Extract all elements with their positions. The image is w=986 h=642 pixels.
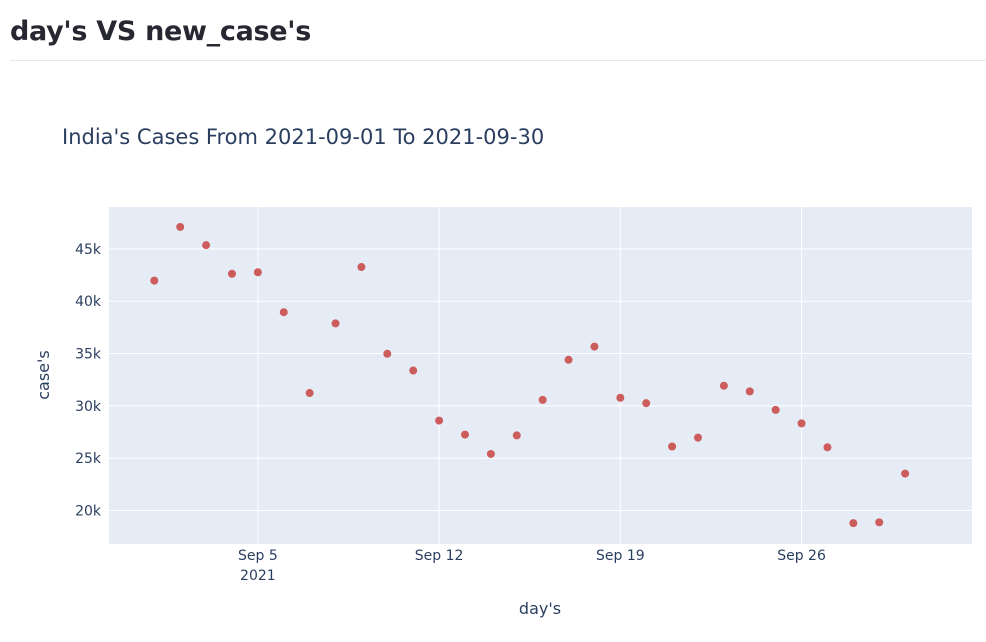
x-tick-label: Sep 19: [596, 548, 645, 564]
y-tick-label: 40k: [75, 294, 102, 310]
data-point: [771, 405, 780, 414]
data-point: [590, 342, 599, 351]
data-point: [668, 442, 677, 451]
data-points: [150, 222, 910, 528]
data-point: [279, 308, 288, 317]
y-tick-label: 25k: [75, 451, 102, 467]
y-tick-label: 20k: [75, 504, 102, 520]
page-header: day's VS new_case's: [10, 14, 986, 61]
data-point: [202, 241, 211, 250]
data-point: [875, 518, 884, 527]
data-point: [797, 419, 806, 428]
x-tick-year-label: 2021: [240, 568, 276, 584]
data-point: [849, 519, 858, 528]
y-tick-label: 30k: [75, 399, 102, 415]
y-axis-ticks: 20k 25k 30k 35k 40k 45k: [75, 242, 102, 520]
data-point: [901, 469, 910, 478]
x-axis-ticks: Sep 5 2021 Sep 12 Sep 19 Sep 26: [238, 548, 826, 584]
data-point: [564, 355, 573, 364]
y-tick-label: 45k: [75, 242, 102, 258]
data-point: [331, 319, 340, 328]
data-point: [486, 449, 495, 458]
x-tick-label: Sep 12: [415, 548, 464, 564]
data-point: [150, 276, 159, 285]
page-title: day's VS new_case's: [10, 16, 312, 47]
x-tick-label: Sep 26: [777, 548, 826, 564]
data-point: [176, 222, 185, 231]
x-axis-title: day's: [519, 599, 561, 618]
data-point: [435, 416, 444, 425]
data-point: [305, 389, 314, 398]
data-point: [409, 366, 418, 375]
grid-lines: [109, 207, 972, 544]
plot-area: [109, 207, 972, 544]
chart-title: India's Cases From 2021-09-01 To 2021-09…: [62, 125, 544, 149]
data-point: [460, 430, 469, 439]
data-point: [538, 395, 547, 404]
data-point: [616, 393, 625, 402]
y-axis-title: case's: [34, 350, 53, 400]
data-point: [719, 381, 728, 390]
data-point: [823, 443, 832, 452]
x-tick-label: Sep 5: [238, 548, 278, 564]
data-point: [383, 349, 392, 358]
y-tick-label: 35k: [75, 347, 102, 363]
data-point: [253, 268, 262, 277]
data-point: [227, 269, 236, 278]
data-point: [642, 399, 651, 408]
data-point: [357, 263, 366, 272]
data-point: [693, 433, 702, 442]
data-point: [745, 387, 754, 396]
data-point: [512, 431, 521, 440]
